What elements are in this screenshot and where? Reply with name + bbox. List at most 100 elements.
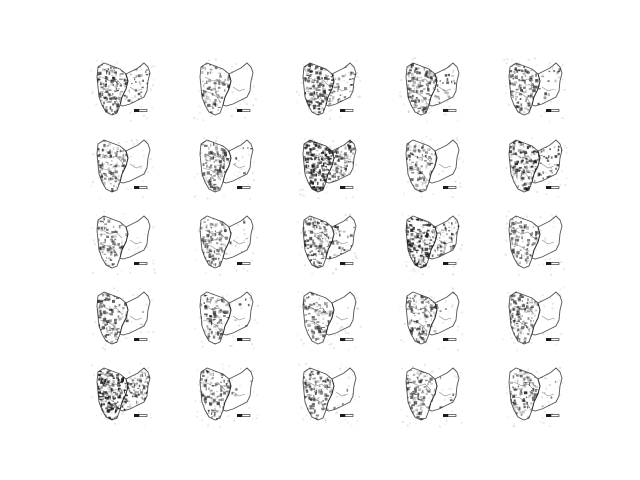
west-region-texture bbox=[200, 140, 231, 192]
inner-boundary-line bbox=[511, 90, 531, 104]
map-sample-image bbox=[503, 57, 566, 123]
east-region-outline bbox=[428, 215, 460, 260]
generated-sample-r1c2 bbox=[193, 57, 259, 123]
background-noise bbox=[194, 288, 259, 350]
east-region-outline bbox=[428, 291, 460, 336]
scale-bar-icon bbox=[237, 109, 251, 112]
inner-boundary-line bbox=[307, 229, 329, 239]
inner-boundary-line bbox=[101, 153, 123, 163]
generated-sample-r4c2 bbox=[193, 286, 259, 352]
scale-bar-icon bbox=[443, 186, 457, 189]
scale-bar-icon bbox=[546, 109, 560, 112]
east-region-outline bbox=[531, 291, 563, 336]
generated-sample-r2c5 bbox=[502, 134, 568, 200]
scale-bar-icon bbox=[134, 109, 148, 112]
inner-boundary-line bbox=[541, 163, 555, 169]
scale-bar-icon bbox=[134, 414, 148, 417]
west-region-texture bbox=[200, 368, 231, 420]
map-sample-image bbox=[399, 57, 462, 123]
generated-sample-r4c1 bbox=[90, 286, 156, 352]
inner-boundary-line bbox=[307, 381, 329, 391]
inner-boundary-line bbox=[305, 167, 325, 181]
map-sample-image bbox=[90, 59, 156, 122]
inner-boundary-line bbox=[408, 90, 428, 104]
west-region-texture bbox=[509, 368, 540, 420]
inner-boundary-line bbox=[307, 153, 329, 163]
inner-boundary-line bbox=[335, 315, 349, 321]
east-region-outline bbox=[119, 367, 151, 412]
generated-sample-r4c5 bbox=[502, 286, 568, 352]
inner-boundary-line bbox=[513, 229, 535, 239]
inner-boundary-line bbox=[335, 391, 349, 397]
map-sample-image bbox=[505, 137, 568, 198]
generated-sample-r5c1 bbox=[90, 362, 156, 428]
scale-bar-icon bbox=[237, 414, 251, 417]
inner-boundary-line bbox=[335, 239, 349, 245]
east-region-outline bbox=[531, 215, 563, 260]
west-region-texture bbox=[406, 292, 437, 344]
background-noise bbox=[193, 58, 257, 122]
generated-sample-r5c4 bbox=[399, 362, 465, 428]
inner-boundary-line bbox=[410, 229, 432, 239]
map-sample-image bbox=[91, 210, 156, 276]
west-region-texture bbox=[406, 368, 437, 420]
generated-sample-r3c2 bbox=[193, 210, 259, 276]
inner-boundary-line bbox=[232, 315, 246, 321]
generated-sample-r1c5 bbox=[502, 57, 568, 123]
inner-boundary-line bbox=[99, 395, 119, 409]
east-region-outline bbox=[119, 62, 151, 107]
inner-boundary-line bbox=[408, 319, 428, 333]
scale-bar-icon bbox=[546, 186, 560, 189]
inner-boundary-line bbox=[511, 167, 531, 181]
east-region-outline bbox=[325, 62, 357, 107]
generated-sample-r3c1 bbox=[90, 210, 156, 276]
map-sample-image bbox=[193, 58, 257, 122]
inner-boundary-line bbox=[99, 90, 119, 104]
inner-boundary-line bbox=[410, 381, 432, 391]
west-region-texture bbox=[303, 140, 334, 192]
west-region-texture bbox=[509, 140, 540, 192]
inner-boundary-line bbox=[202, 319, 222, 333]
inner-boundary-line bbox=[129, 315, 143, 321]
inner-boundary-line bbox=[129, 391, 143, 397]
generated-sample-r4c3 bbox=[296, 286, 362, 352]
inner-boundary-line bbox=[438, 391, 452, 397]
map-sample-image bbox=[90, 139, 154, 200]
inner-boundary-line bbox=[511, 319, 531, 333]
scale-bar-icon bbox=[340, 262, 354, 265]
generated-sample-r4c4 bbox=[399, 286, 465, 352]
inner-boundary-line bbox=[204, 305, 226, 315]
east-region-outline bbox=[325, 291, 357, 336]
background-noise bbox=[90, 59, 156, 122]
inner-boundary-line bbox=[511, 243, 531, 257]
scale-bar-icon bbox=[134, 186, 148, 189]
east-region-outline bbox=[325, 367, 357, 412]
inner-boundary-line bbox=[305, 90, 325, 104]
map-sample-image bbox=[298, 362, 361, 427]
background-noise bbox=[298, 362, 361, 427]
generated-sample-r5c2 bbox=[193, 362, 259, 428]
inner-boundary-line bbox=[101, 305, 123, 315]
east-region-outline bbox=[531, 367, 563, 412]
map-sample-image bbox=[400, 135, 464, 199]
east-region-texture bbox=[120, 292, 150, 335]
inner-boundary-line bbox=[513, 76, 535, 86]
inner-boundary-line bbox=[410, 76, 432, 86]
inner-boundary-line bbox=[204, 381, 226, 391]
east-region-outline bbox=[119, 291, 151, 336]
scale-bar-icon bbox=[340, 186, 354, 189]
west-region-texture bbox=[509, 292, 540, 344]
inner-boundary-line bbox=[305, 243, 325, 257]
generated-sample-r5c5 bbox=[502, 362, 568, 428]
east-region-outline bbox=[428, 139, 460, 184]
generated-sample-r1c1 bbox=[90, 57, 156, 123]
scale-bar-icon bbox=[134, 338, 148, 341]
inner-boundary-line bbox=[101, 229, 123, 239]
map-sample-image bbox=[92, 287, 155, 351]
inner-boundary-line bbox=[541, 391, 555, 397]
background-noise bbox=[505, 137, 568, 198]
scale-bar-icon bbox=[546, 262, 560, 265]
inner-boundary-line bbox=[232, 86, 246, 92]
